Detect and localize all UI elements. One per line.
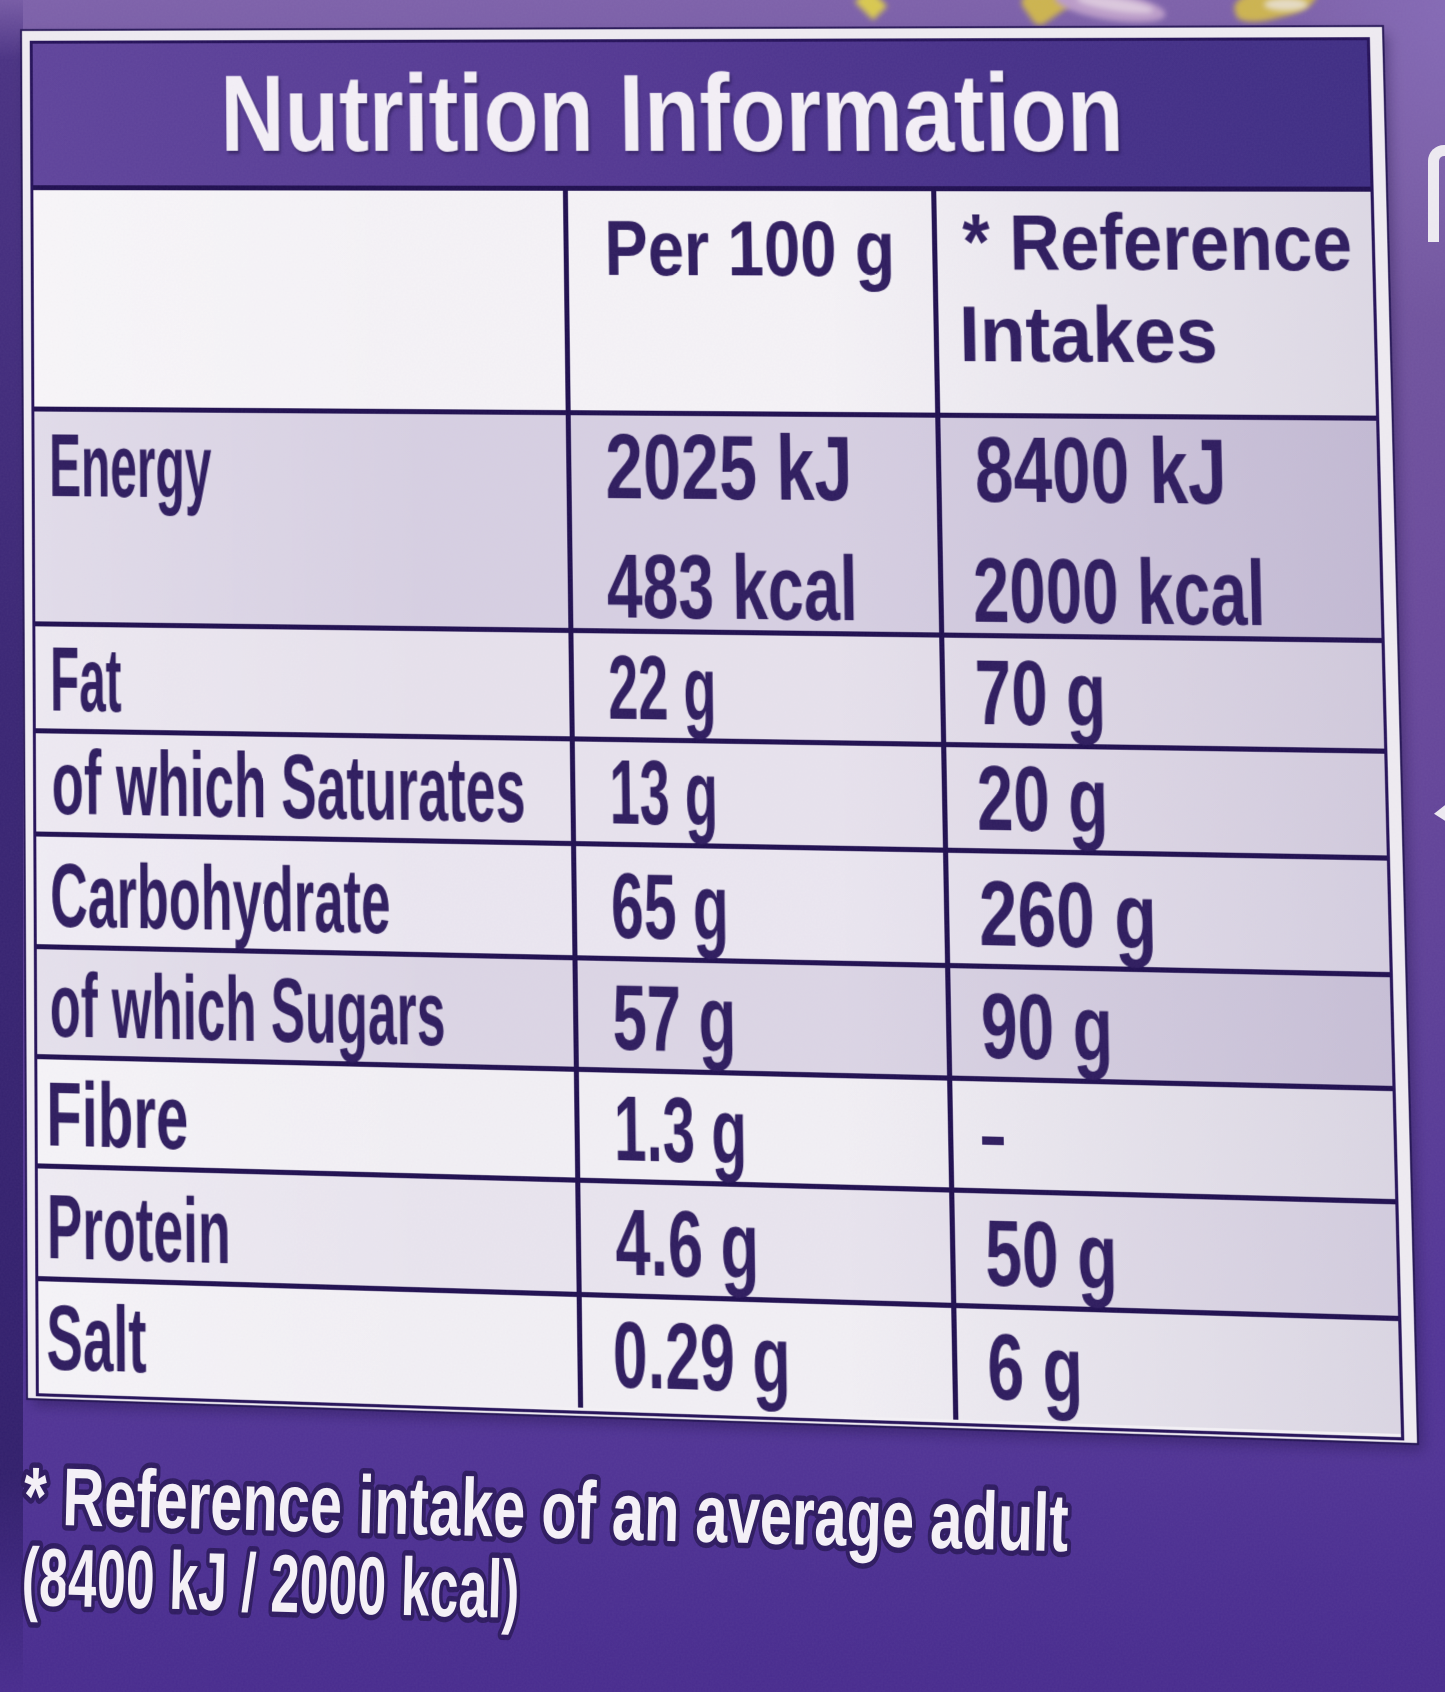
svg-text:(8400 kJ / 2000 kcal): (8400 kJ / 2000 kcal)	[21, 1531, 521, 1636]
